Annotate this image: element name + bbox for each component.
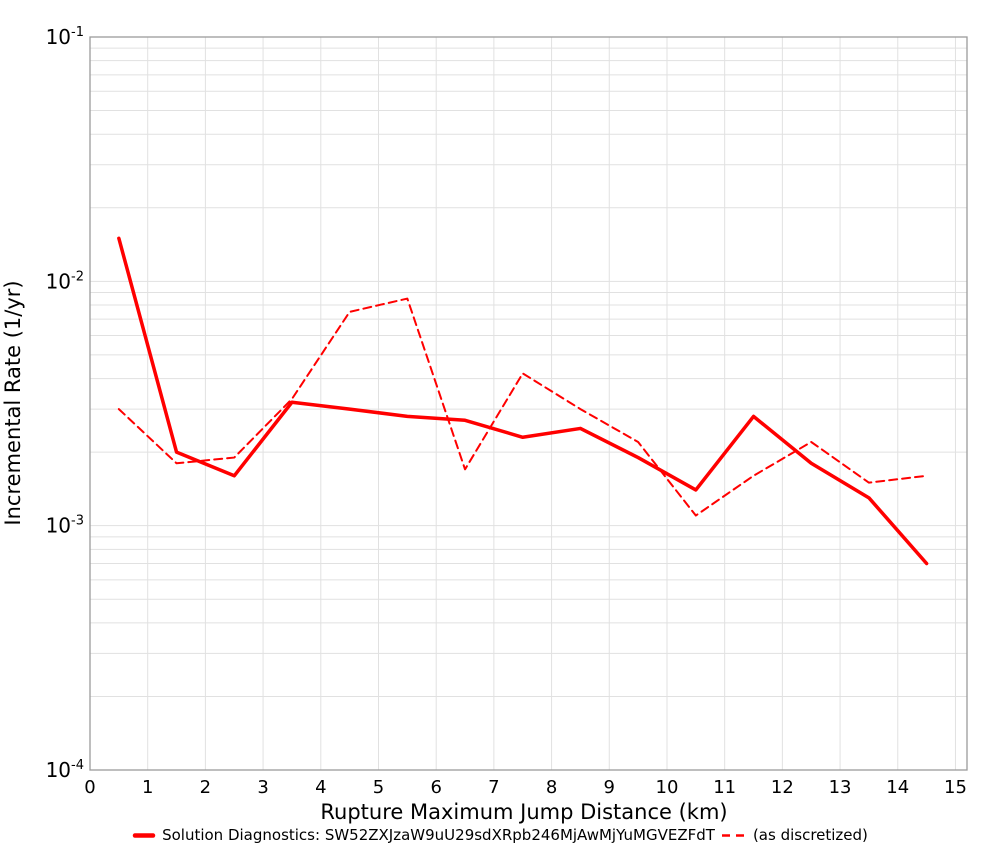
x-tick-label: 15 <box>944 777 967 798</box>
legend: Solution Diagnostics: SW52ZXJzaW9uU29sdX… <box>0 826 1000 844</box>
y-tick-label: 10-2 <box>46 269 84 293</box>
x-axis-title: Rupture Maximum Jump Distance (km) <box>320 800 727 824</box>
legend-label-solution-diagnostics: Solution Diagnostics: SW52ZXJzaW9uU29sdX… <box>162 826 715 844</box>
y-tick-label: 10-4 <box>46 758 84 782</box>
x-tick-label: 9 <box>604 777 615 798</box>
x-tick-label: 0 <box>84 777 95 798</box>
as-discretized-line <box>117 297 928 517</box>
legend-solid-line-swatch <box>132 832 156 838</box>
x-tick-label: 7 <box>488 777 499 798</box>
x-tick-label: 13 <box>829 777 852 798</box>
plot-border <box>89 36 968 771</box>
y-axis-title: Incremental Rate (1/yr) <box>1 280 25 525</box>
x-tick-label: 12 <box>771 777 794 798</box>
x-tick-label: 4 <box>315 777 326 798</box>
x-tick-label: 14 <box>886 777 909 798</box>
x-tick-label: 8 <box>546 777 557 798</box>
x-tick-label: 1 <box>142 777 153 798</box>
legend-dashed-line-swatch <box>721 833 747 837</box>
y-tick-label: 10-3 <box>46 514 84 538</box>
x-tick-label: 6 <box>430 777 441 798</box>
y-tick-label: 10-1 <box>46 25 84 49</box>
x-tick-label: 2 <box>200 777 211 798</box>
x-tick-label: 5 <box>373 777 384 798</box>
x-tick-label: 11 <box>713 777 736 798</box>
x-tick-label: 10 <box>656 777 679 798</box>
solution-diagnostics-line <box>117 236 929 566</box>
legend-label-as-discretized: (as discretized) <box>752 826 868 844</box>
x-tick-label: 3 <box>257 777 268 798</box>
